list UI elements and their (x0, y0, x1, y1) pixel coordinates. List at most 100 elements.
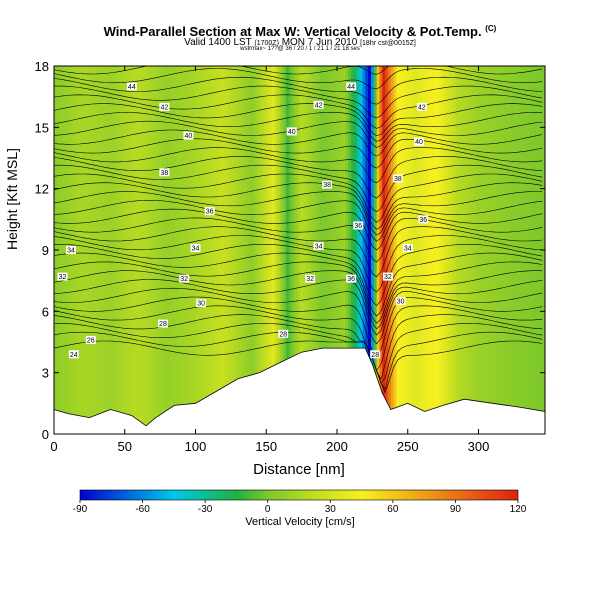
theta-contour (54, 138, 543, 169)
velocity-column (155, 66, 160, 434)
velocity-column (269, 66, 273, 434)
velocity-column (240, 66, 245, 434)
velocity-column (453, 66, 457, 434)
velocity-column (212, 66, 216, 434)
velocity-column (300, 66, 304, 434)
x-tick-label: 0 (50, 439, 57, 454)
colorbar-ticks: -90 -60 -30 0 30 60 90 120 (73, 500, 527, 515)
velocity-column (161, 66, 165, 434)
theta-label: 36 (346, 274, 357, 283)
y-tick-label: 18 (35, 59, 49, 74)
velocity-column (455, 66, 460, 434)
velocity-column (144, 66, 148, 434)
colorbar-tick-label: -30 (198, 504, 213, 515)
velocity-column (416, 66, 420, 434)
velocity-column (124, 66, 129, 434)
velocity-column (368, 66, 372, 434)
theta-label-background (414, 137, 425, 146)
velocity-column (430, 66, 434, 434)
velocity-column (328, 66, 332, 434)
velocity-column (365, 66, 369, 434)
velocity-column (85, 66, 89, 434)
velocity-column (520, 66, 525, 434)
velocity-column (246, 66, 250, 434)
velocity-column (252, 66, 256, 434)
velocity-column (362, 66, 366, 434)
velocity-column (535, 66, 539, 434)
velocity-column (317, 66, 321, 434)
velocity-column (501, 66, 505, 434)
theta-label-background (392, 174, 403, 183)
theta-label-background (346, 82, 357, 91)
velocity-column (351, 66, 355, 434)
velocity-column (121, 66, 126, 434)
theta-label: 44 (126, 82, 137, 91)
velocity-column (249, 66, 253, 434)
theta-contours (54, 66, 543, 394)
theta-contour (54, 173, 543, 223)
theta-contour (54, 208, 543, 251)
theta-label: 40 (414, 137, 425, 146)
theta-contour (54, 191, 543, 236)
x-axis-label: Distance [nm] (253, 461, 345, 478)
velocity-column (274, 66, 279, 434)
forecast-info: [18hr cst@0015Z] (360, 40, 416, 47)
theta-contour (54, 76, 543, 105)
theta-label: 34 (402, 243, 413, 252)
velocity-column (489, 66, 494, 434)
velocity-column (441, 66, 446, 434)
theta-label-background (157, 319, 168, 328)
theta-label: 24 (68, 350, 79, 359)
theta-label-background (278, 329, 289, 338)
velocity-column (232, 66, 236, 434)
theta-label: 44 (346, 82, 357, 91)
x-tick-label: 50 (118, 439, 132, 454)
velocity-column (127, 66, 132, 434)
y-axis-label: Height [Kft MSL] (4, 148, 20, 250)
velocity-column (107, 66, 112, 434)
velocity-column (172, 66, 177, 434)
velocity-column (87, 66, 92, 434)
valid-time-utc: (1700Z) (254, 40, 279, 47)
theta-label: 36 (353, 221, 364, 230)
velocity-column (461, 66, 465, 434)
x-tick-label: 100 (185, 439, 207, 454)
velocity-column (153, 66, 157, 434)
theta-contour (54, 129, 543, 157)
velocity-column (99, 66, 103, 434)
velocity-column (215, 66, 219, 434)
colorbar-tick-label: 120 (510, 504, 527, 515)
theta-label: 26 (85, 335, 96, 344)
x-tick-label: 150 (255, 439, 277, 454)
theta-label-text: 34 (404, 245, 412, 252)
y-tick-label: 6 (42, 304, 49, 319)
theta-label-background (159, 102, 170, 111)
velocity-column (532, 66, 536, 434)
theta-label: 38 (159, 168, 170, 177)
valid-date: MON 7 Jun 2010 (281, 37, 358, 48)
theta-contour (54, 235, 543, 293)
velocity-column (523, 66, 528, 434)
theta-label-background (204, 207, 215, 216)
velocity-column (147, 66, 151, 434)
velocity-column (220, 66, 225, 434)
theta-label-text: 26 (87, 337, 95, 344)
velocity-column (419, 66, 423, 434)
velocity-column (464, 66, 468, 434)
velocity-column (181, 66, 185, 434)
velocity-column (526, 66, 531, 434)
velocity-column (444, 66, 448, 434)
theta-label-text: 40 (288, 129, 296, 136)
velocity-column (325, 66, 330, 434)
velocity-column (62, 66, 66, 434)
velocity-column (178, 66, 182, 434)
colorbar-tick-label: -90 (73, 504, 88, 515)
theta-contour (54, 323, 543, 384)
theta-label-text: 36 (354, 223, 362, 230)
velocity-column (475, 66, 480, 434)
velocity-column (387, 66, 392, 434)
theta-label-background (402, 243, 413, 252)
velocity-column (379, 66, 383, 434)
colorbar-title: Vertical Velocity [cm/s] (245, 516, 355, 528)
